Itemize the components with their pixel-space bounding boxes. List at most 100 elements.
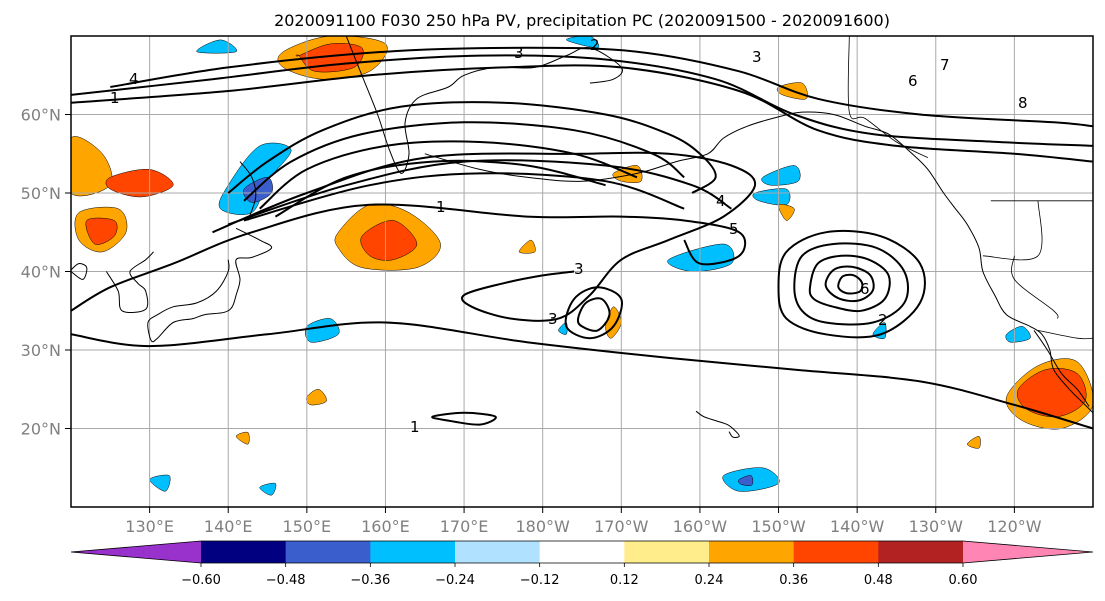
colorbar-tick-label: −0.12 [520,573,560,588]
colorbar-tick-label: −0.60 [181,573,221,588]
colorbar-box [285,541,371,563]
pv-contour-label-layer: 1 2 3 4 5 6 7 8 1 3 3 2 6 4 1 3 [110,36,1028,436]
pv-contour-label: 5 [729,220,739,238]
latitude-tick-label: 30°N [21,341,61,360]
colorbar-tick-label: 0.24 [695,573,724,588]
precipitation-patch [295,43,364,73]
coastline-baja [1033,330,1090,407]
precipitation-patch [149,474,171,492]
pv-contour-label: 2 [878,311,888,329]
latitude-tick-label: 40°N [21,263,61,282]
colorbar-box [370,541,456,563]
border-us-mexico [1037,330,1093,340]
colorbar-tick-label: 0.12 [610,573,639,588]
pv-contour-label: 1 [436,198,446,216]
pv-contour-6 [837,273,864,295]
longitude-tick-label: 170°E [440,517,489,536]
longitude-tick-label: 120°W [987,517,1042,536]
colorbar-box [455,541,541,563]
pv-contour-label: 3 [514,44,524,62]
pv-contour-2 [227,159,732,226]
latitude-axis: 20°N 30°N 40°N 50°N 60°N [21,106,71,439]
colorbar-box [793,541,879,563]
border-or-id [982,200,1043,261]
border-ca-nv [1011,255,1059,319]
precipitation-patch [85,217,118,245]
pv-contour-label: 7 [940,56,950,74]
longitude-tick-label: 180°W [516,517,571,536]
colorbar-box [709,541,795,563]
colorbar-tick-label: −0.24 [435,573,475,588]
colorbar-tick-label: −0.48 [266,573,306,588]
pv-contour-label: 8 [1018,94,1028,112]
pv-contour-label: 4 [716,192,726,210]
pv-contour-2 [793,242,910,326]
precipitation-patch [518,239,536,254]
pv-contour-label: 1 [110,89,120,107]
precipitation-patch [761,165,801,186]
pv-contour-3 [808,254,891,313]
pv-contour-label: 3 [752,48,762,66]
colorbar-tick-label: 0.60 [949,573,978,588]
pv-contour-5 [576,297,611,332]
coastline-asia-coast [71,263,88,280]
pv-contour-1 [71,64,1093,163]
pv-contour-label: 6 [860,280,870,298]
colorbar-extend-max [963,541,1093,563]
pv-contour-1 [71,203,747,312]
longitude-tick-label: 140°W [830,517,885,536]
precipitation-patch [306,389,327,406]
longitude-tick-label: 150°W [751,517,806,536]
pv-contour-6 [259,140,638,210]
colorbar-box [878,541,964,563]
colorbar-tick-label: 0.36 [779,573,808,588]
pv-contour-1 [431,411,497,426]
colorbar: −0.60 −0.48 −0.36 −0.24 −0.12 0.12 0.24 0.36 0.4… [70,540,1094,588]
figure-title: 2020091100 F030 250 hPa PV, precipitatio… [274,11,890,30]
colorbar-box [624,541,710,563]
pv-contour-3 [110,46,1093,128]
precipitation-patch [778,203,795,221]
colorbar-tick-label: −0.36 [350,573,390,588]
pv-contour-label: 3 [574,260,584,278]
precipitation-patch [738,475,754,486]
precipitation-patch [259,482,277,496]
longitude-tick-label: 170°W [594,517,649,536]
latitude-tick-label: 20°N [21,420,61,439]
pv-contour-1 [212,151,757,322]
coastline-aleutians [424,111,1093,414]
coastline-kamchatka [345,36,623,174]
pv-contour-label: 2 [590,36,600,54]
precipitation-patch [196,39,238,54]
colorbar-extend-min [71,541,201,563]
longitude-tick-label: 140°E [204,517,253,536]
longitude-tick-label: 160°E [361,517,410,536]
colorbar-box [539,541,625,563]
precipitation-patch [667,243,735,272]
pv-contour-layer [71,46,1093,430]
longitude-tick-label: 130°E [125,517,174,536]
precipitation-patch [966,436,981,449]
pv-contour-2 [71,54,1093,147]
coastline-layer [71,36,1093,438]
pv-contour-1 [777,229,926,339]
coastline-sakhalin [239,161,257,221]
pv-contour-label: 4 [129,70,139,88]
pv-contour-4 [227,101,717,194]
pv-contour-3 [243,172,685,222]
coastline-korea [105,251,154,313]
latitude-tick-label: 60°N [21,106,61,125]
precipitation-patch [1005,326,1031,343]
pv-contour-3 [564,286,623,340]
longitude-tick-label: 160°W [673,517,728,536]
precipitation-patch [235,431,250,445]
pv-contour-1 [71,321,1093,430]
map-area: 1 2 3 4 5 6 7 8 1 3 3 2 6 4 1 3 [70,35,1094,508]
colorbar-box [201,541,287,563]
longitude-tick-label: 150°E [283,517,332,536]
coastline-japan [147,227,273,343]
pv-contour-label: 6 [908,72,918,90]
latitude-tick-label: 50°N [21,184,61,203]
precipitation-patch [360,220,418,261]
longitude-axis: 130°E 140°E 150°E 160°E 170°E 180°W 170°W 160°W… [125,507,1042,536]
